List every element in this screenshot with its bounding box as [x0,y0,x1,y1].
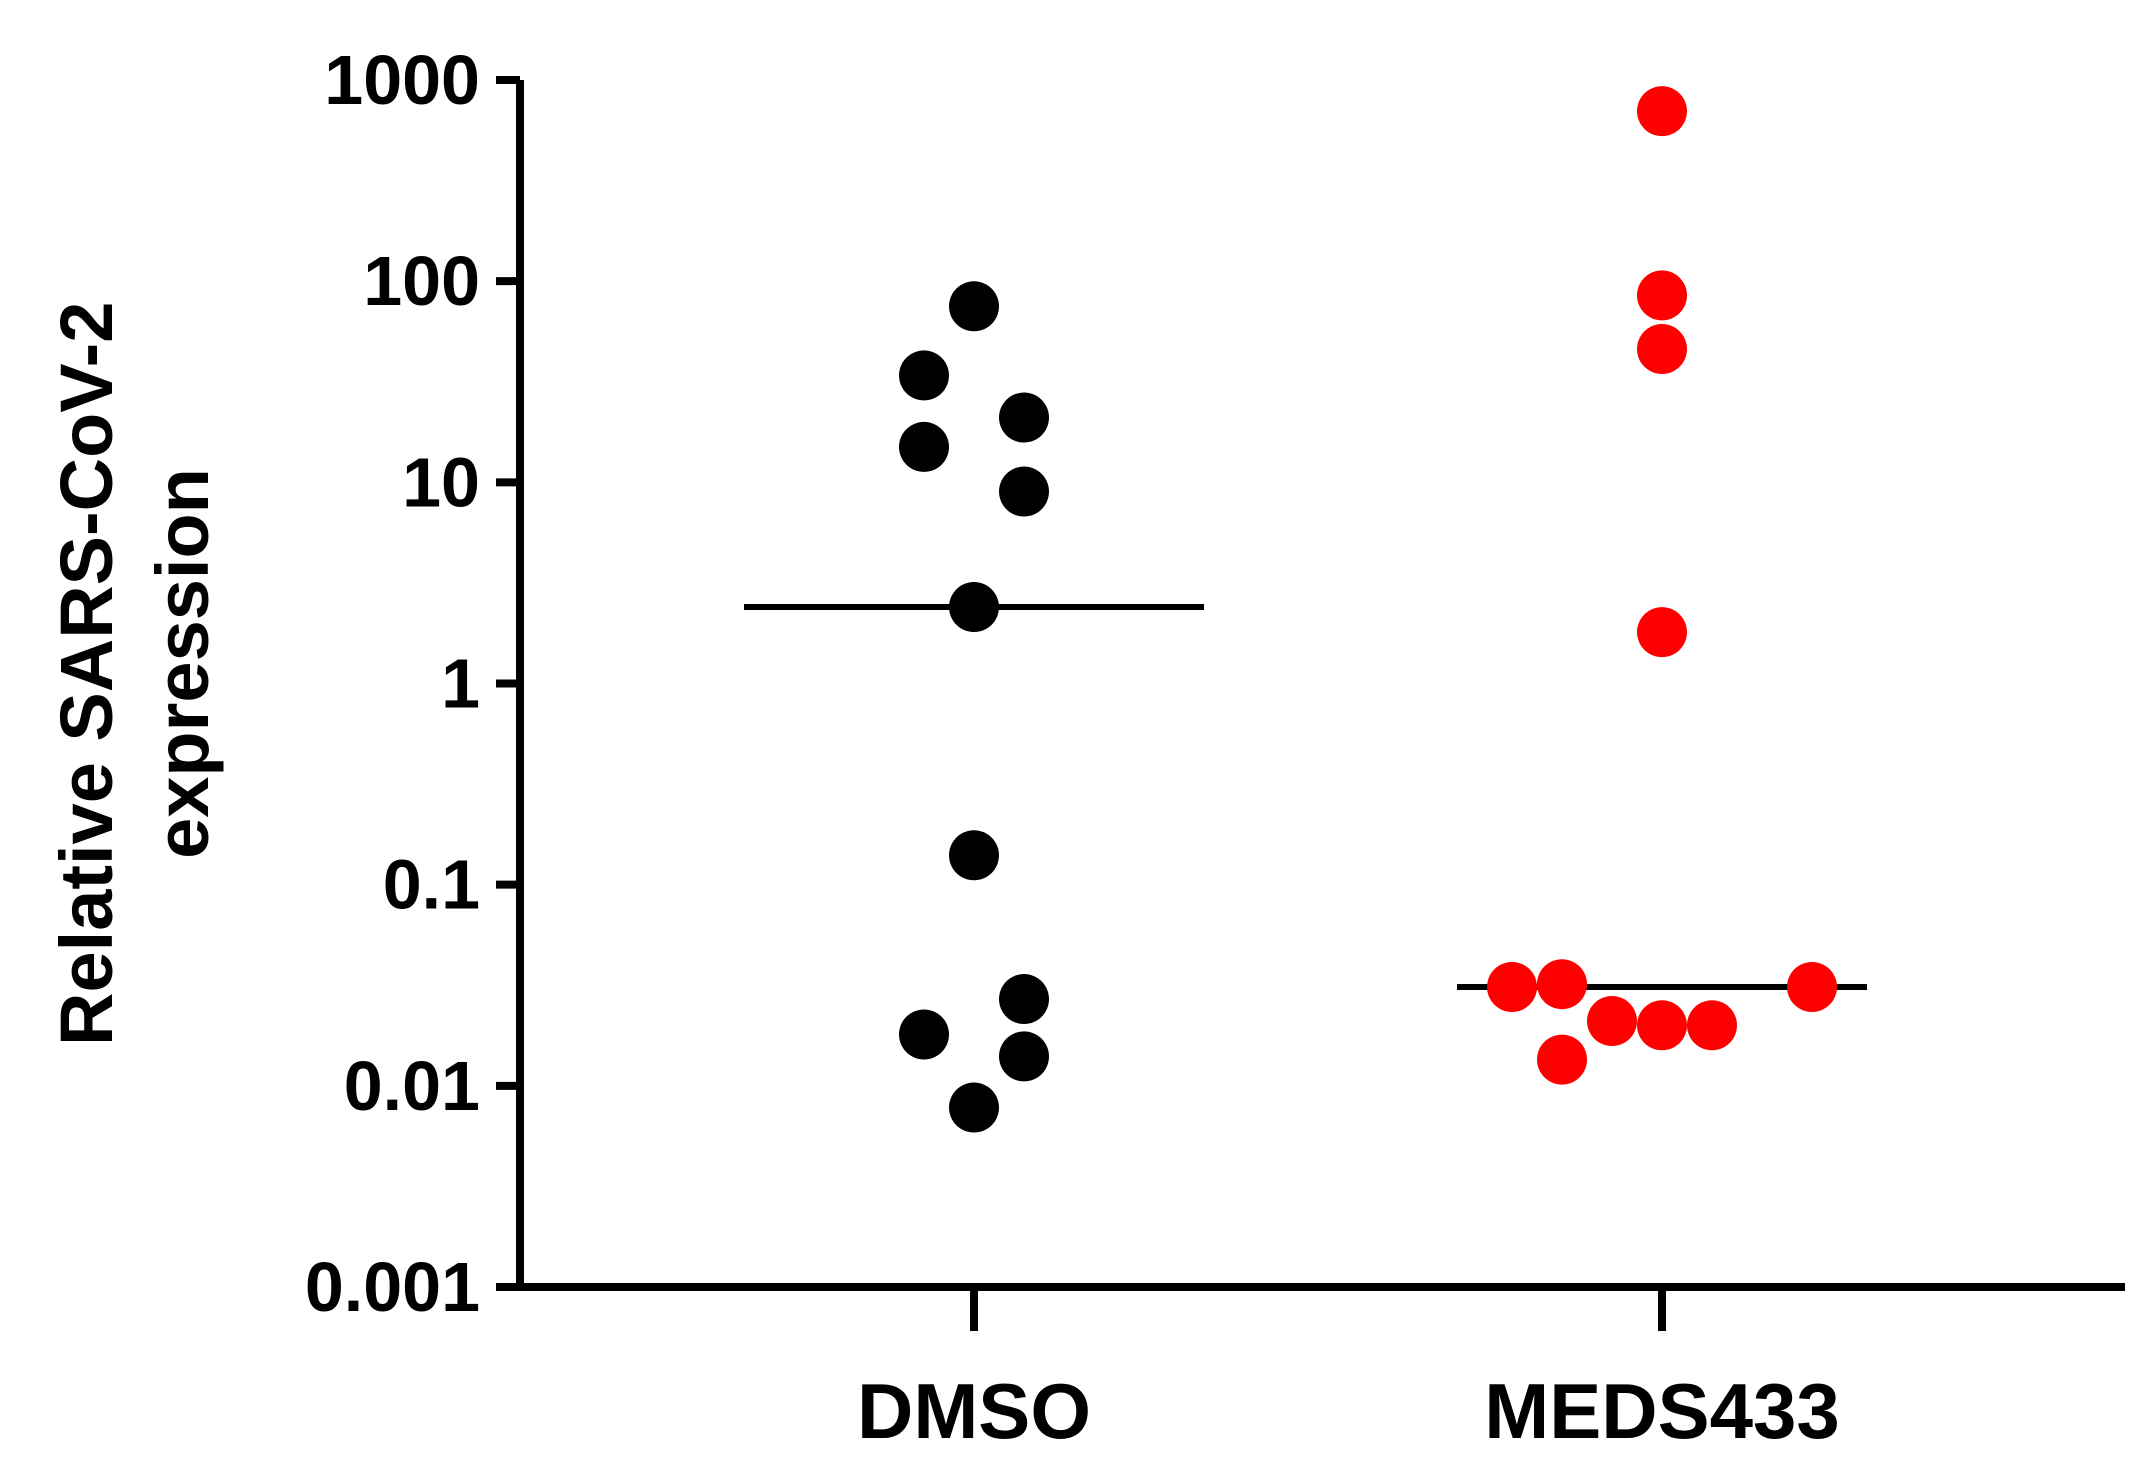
data-points [899,86,1837,1133]
axes [516,80,2125,1291]
data-point [899,1009,949,1060]
data-point [1787,961,1837,1012]
y-axis-title-line1: Relative SARS-CoV-2 [45,302,128,1046]
data-point [899,421,949,472]
data-point [999,974,1049,1025]
x-category-label: DMSO [857,1367,1091,1455]
data-point [899,350,949,401]
y-tick-label: 0.001 [305,1248,480,1326]
data-point [949,830,999,881]
y-tick-label: 0.01 [344,1047,480,1125]
data-point [999,1031,1049,1082]
data-point [999,466,1049,517]
data-point [1537,959,1587,1010]
y-tick-label: 10 [402,443,480,521]
x-category-label: MEDS433 [1484,1367,1840,1455]
data-point [999,392,1049,443]
data-point [1487,961,1537,1012]
data-point [1637,324,1687,375]
y-axis-title-line2: expression [141,468,224,859]
y-tick-label: 100 [363,242,480,320]
data-point [1637,607,1687,658]
data-point [1637,86,1687,137]
data-point [949,1082,999,1133]
data-point [949,281,999,332]
y-axis-ticks: 0.001 0.01 0.1 1 10 100 1000 [305,41,520,1326]
y-axis-title: Relative SARS-CoV-2 expression [45,281,224,1046]
y-tick-label: 1 [441,645,480,723]
data-point [1637,270,1687,321]
data-point [1587,996,1637,1047]
y-tick-label: 1000 [324,41,480,119]
median-lines [744,604,1867,990]
data-point [949,582,999,633]
y-tick-label: 0.1 [383,846,480,924]
data-point [1537,1034,1587,1085]
data-point [1637,1000,1687,1051]
x-axis-ticks: DMSO MEDS433 [857,1287,1840,1455]
data-point [1687,1000,1737,1051]
